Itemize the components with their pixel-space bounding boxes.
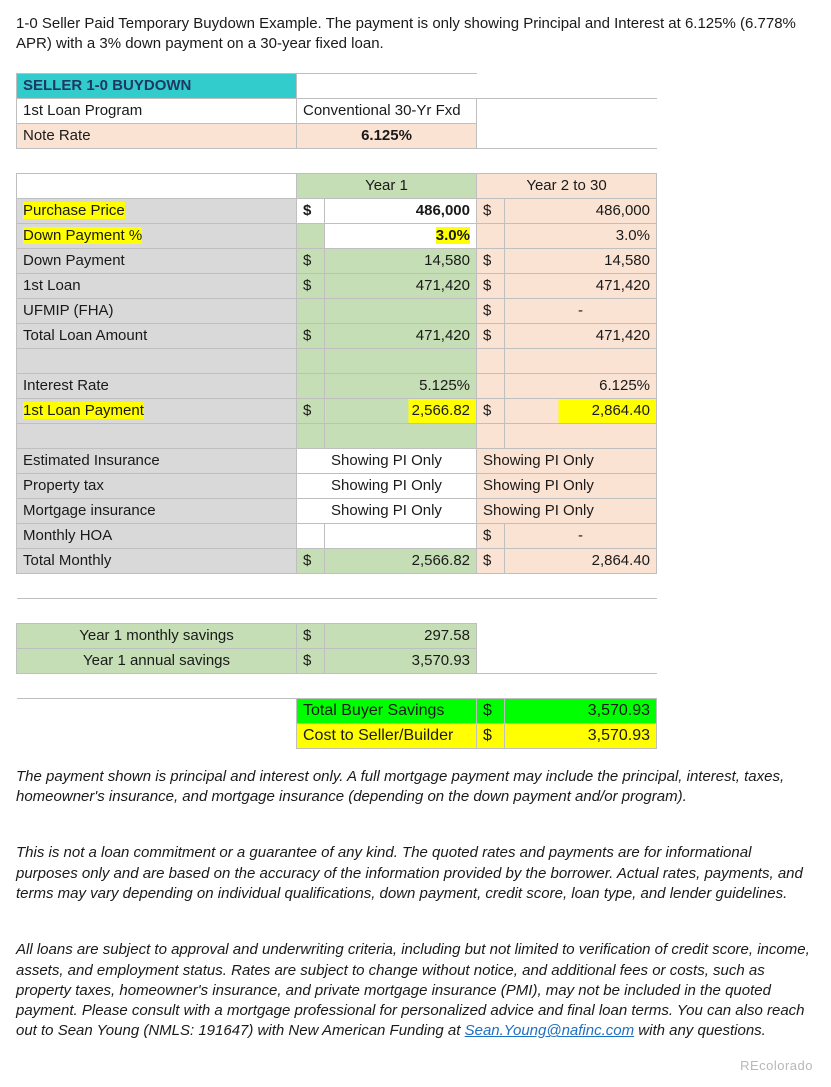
col-year1: Year 1 bbox=[297, 173, 477, 198]
cell-val: Showing PI Only bbox=[297, 473, 477, 498]
watermark: REcolorado bbox=[16, 1058, 815, 1073]
row-label: Property tax bbox=[17, 473, 297, 498]
cell-val: Showing PI Only bbox=[477, 498, 657, 523]
cell-cur: $ bbox=[477, 323, 505, 348]
row-label: 1st Loan bbox=[17, 273, 297, 298]
disclaimer: The payment shown is principal and inter… bbox=[16, 767, 815, 1042]
cell-cur: $ bbox=[477, 698, 505, 723]
cell-val: Showing PI Only bbox=[477, 473, 657, 498]
total-buyer-value: 3,570.93 bbox=[505, 698, 657, 723]
cell-cur: $ bbox=[477, 523, 505, 548]
cell-cur: $ bbox=[297, 273, 325, 298]
col-year2to30: Year 2 to 30 bbox=[477, 173, 657, 198]
cell-val: 471,420 bbox=[325, 323, 477, 348]
cell-val: 3.0% bbox=[325, 223, 477, 248]
cell-cur: $ bbox=[297, 248, 325, 273]
note-rate-label: Note Rate bbox=[17, 123, 297, 148]
cell-val: 471,420 bbox=[505, 323, 657, 348]
savings-annual-value: 3,570.93 bbox=[325, 648, 477, 673]
cell-cur: $ bbox=[477, 248, 505, 273]
disclaimer-p2: This is not a loan commitment or a guara… bbox=[16, 843, 815, 904]
cell-val: - bbox=[505, 523, 657, 548]
cell-cur: $ bbox=[297, 648, 325, 673]
cell-val: Showing PI Only bbox=[297, 448, 477, 473]
row-label: Monthly HOA bbox=[17, 523, 297, 548]
row-label: Mortgage insurance bbox=[17, 498, 297, 523]
cell-cur: $ bbox=[477, 198, 505, 223]
buydown-table: SELLER 1-0 BUYDOWN 1st Loan Program Conv… bbox=[16, 73, 657, 749]
cell-cur: $ bbox=[477, 398, 505, 423]
cell-val: Showing PI Only bbox=[297, 498, 477, 523]
cell-cur: $ bbox=[477, 273, 505, 298]
loan-program-label: 1st Loan Program bbox=[17, 98, 297, 123]
cell-cur: $ bbox=[297, 323, 325, 348]
cell-val: 2,566.82 bbox=[325, 548, 477, 573]
cell-cur: $ bbox=[297, 623, 325, 648]
savings-monthly-label: Year 1 monthly savings bbox=[17, 623, 297, 648]
cell-cur: $ bbox=[297, 548, 325, 573]
cell-val: 5.125% bbox=[325, 373, 477, 398]
row-label: Down Payment % bbox=[17, 223, 297, 248]
cell-val: 486,000 bbox=[505, 198, 657, 223]
savings-annual-label: Year 1 annual savings bbox=[17, 648, 297, 673]
table-title: SELLER 1-0 BUYDOWN bbox=[17, 73, 297, 98]
row-label: Estimated Insurance bbox=[17, 448, 297, 473]
cell-val: 14,580 bbox=[325, 248, 477, 273]
cell-val: 471,420 bbox=[325, 273, 477, 298]
cell-cur: $ bbox=[297, 198, 325, 223]
cell-cur: $ bbox=[477, 548, 505, 573]
contact-email-link[interactable]: Sean.Young@nafinc.com bbox=[465, 1022, 635, 1039]
cell-val: 2,864.40 bbox=[505, 398, 657, 423]
row-label: 1st Loan Payment bbox=[17, 398, 297, 423]
cell-val: 2,864.40 bbox=[505, 548, 657, 573]
savings-monthly-value: 297.58 bbox=[325, 623, 477, 648]
cell-cur: $ bbox=[477, 298, 505, 323]
total-seller-value: 3,570.93 bbox=[505, 723, 657, 748]
row-label: Total Loan Amount bbox=[17, 323, 297, 348]
disclaimer-p1: The payment shown is principal and inter… bbox=[16, 767, 815, 808]
cell-val: 3.0% bbox=[505, 223, 657, 248]
cell-val: 6.125% bbox=[505, 373, 657, 398]
cell-val: - bbox=[505, 298, 657, 323]
cell-val: 486,000 bbox=[325, 198, 477, 223]
cell-val: Showing PI Only bbox=[477, 448, 657, 473]
disclaimer-p3: All loans are subject to approval and un… bbox=[16, 940, 815, 1041]
cell-val: 471,420 bbox=[505, 273, 657, 298]
cell-cur: $ bbox=[297, 398, 325, 423]
row-label: Interest Rate bbox=[17, 373, 297, 398]
cell-cur: $ bbox=[477, 723, 505, 748]
loan-program-value: Conventional 30-Yr Fxd bbox=[297, 98, 477, 123]
row-label: UFMIP (FHA) bbox=[17, 298, 297, 323]
row-label: Total Monthly bbox=[17, 548, 297, 573]
cell-val: 2,566.82 bbox=[325, 398, 477, 423]
total-buyer-label: Total Buyer Savings bbox=[297, 698, 477, 723]
intro-text: 1-0 Seller Paid Temporary Buydown Exampl… bbox=[16, 14, 815, 55]
cell-val: 14,580 bbox=[505, 248, 657, 273]
row-label: Purchase Price bbox=[17, 198, 297, 223]
row-label: Down Payment bbox=[17, 248, 297, 273]
note-rate-value: 6.125% bbox=[297, 123, 477, 148]
total-seller-label: Cost to Seller/Builder bbox=[297, 723, 477, 748]
